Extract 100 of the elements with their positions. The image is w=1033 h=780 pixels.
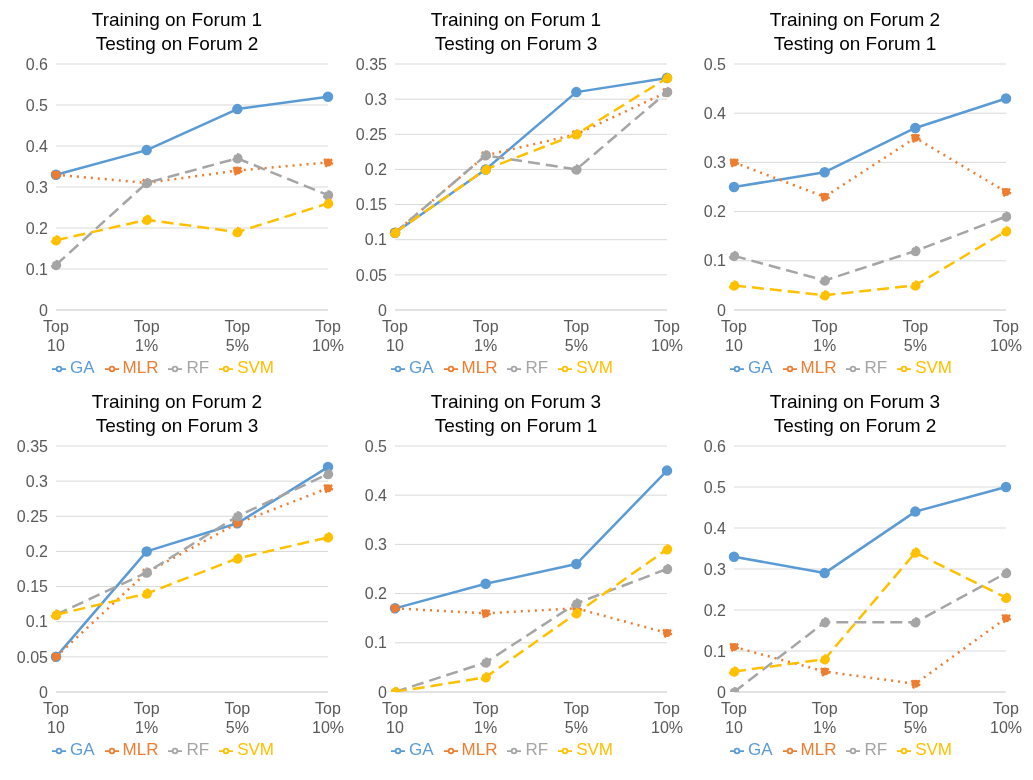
- legend-label: RF: [864, 358, 888, 377]
- x-tick-label: Top 1%: [472, 318, 499, 354]
- y-tick-label: 0.15: [355, 196, 388, 214]
- legend-label: MLR: [461, 358, 498, 377]
- y-tick-label: 0.1: [364, 231, 388, 249]
- x-tick-label: Top 5%: [224, 318, 251, 354]
- y-tick-label: 0.3: [703, 560, 727, 578]
- y-tick-label: 0.25: [16, 507, 49, 525]
- y-tick-label: 0.25: [355, 125, 388, 143]
- legend-label: SVM: [915, 740, 952, 759]
- y-tick-label: 0.4: [364, 486, 388, 504]
- x-tick-label: Top 5%: [563, 318, 590, 354]
- legend-label: SVM: [576, 358, 613, 377]
- y-tick-label: 0.3: [703, 154, 727, 172]
- y-tick-label: 0.05: [16, 648, 49, 666]
- y-tick-label: 0.6: [25, 55, 49, 73]
- y-tick-label: 0.3: [25, 178, 49, 196]
- y-tick-label: 0.2: [364, 585, 388, 603]
- x-tick-label: Top 1%: [472, 700, 499, 736]
- legend-label: GA: [70, 358, 95, 377]
- x-tick-label: Top 10: [43, 318, 69, 354]
- legend-label: MLR: [122, 740, 159, 759]
- y-tick-label: 0.2: [25, 543, 49, 561]
- legend-label: MLR: [461, 740, 498, 759]
- x-tick-label: Top 5%: [563, 700, 590, 736]
- y-tick-label: 0.2: [703, 203, 727, 221]
- x-tick-label: Top 10%: [989, 700, 1023, 736]
- chart-subtitle: Testing on Forum 2: [772, 414, 938, 438]
- y-tick-label: 0.1: [25, 260, 49, 278]
- y-tick-label: 0.5: [364, 437, 388, 455]
- legend-label: SVM: [237, 358, 274, 377]
- x-tick-label: Top 10%: [650, 318, 684, 354]
- y-tick-label: 0.1: [364, 634, 388, 652]
- x-tick-label: Top 10: [721, 318, 747, 354]
- chart-title: Training on Forum 3: [429, 390, 603, 414]
- y-tick-label: 0.35: [355, 55, 388, 73]
- x-tick-label: Top 1%: [811, 700, 838, 736]
- chart-title: Training on Forum 2: [768, 8, 942, 32]
- x-tick-label: Top 10: [382, 318, 408, 354]
- legend-label: RF: [525, 740, 549, 759]
- y-tick-label: 0.3: [25, 472, 49, 490]
- legend-label: GA: [409, 740, 434, 759]
- legend-label: GA: [409, 358, 434, 377]
- y-tick-label: 0.1: [703, 642, 727, 660]
- chart-subtitle: Testing on Forum 1: [433, 414, 599, 438]
- x-tick-label: Top 10%: [650, 700, 684, 736]
- x-tick-label: Top 10: [43, 700, 69, 736]
- y-tick-label: 0.1: [25, 613, 49, 631]
- y-tick-label: 0: [39, 683, 49, 701]
- legend-label: SVM: [237, 740, 274, 759]
- chart-subtitle: Testing on Forum 3: [94, 414, 260, 438]
- x-tick-label: Top 10%: [311, 700, 345, 736]
- chart-subtitle: Testing on Forum 2: [94, 32, 260, 56]
- y-tick-label: 0: [717, 301, 727, 319]
- legend-label: MLR: [122, 358, 159, 377]
- chart-subtitle: Testing on Forum 3: [433, 32, 599, 56]
- y-tick-label: 0.5: [25, 96, 49, 114]
- y-tick-label: 0: [39, 301, 49, 319]
- y-tick-label: 0.35: [16, 437, 49, 455]
- x-tick-label: Top 10%: [311, 318, 345, 354]
- x-tick-label: Top 10: [721, 700, 747, 736]
- x-tick-label: Top 1%: [133, 318, 160, 354]
- y-tick-label: 0.3: [364, 90, 388, 108]
- chart-subtitle: Testing on Forum 1: [772, 32, 938, 56]
- y-tick-label: 0.2: [364, 161, 388, 179]
- y-tick-label: 0.2: [25, 219, 49, 237]
- y-tick-label: 0: [378, 683, 388, 701]
- y-tick-label: 0.1: [703, 252, 727, 270]
- legend-label: RF: [864, 740, 888, 759]
- y-tick-label: 0.4: [703, 519, 727, 537]
- legend-label: MLR: [800, 358, 837, 377]
- legend-label: GA: [748, 740, 773, 759]
- legend-label: RF: [186, 740, 210, 759]
- legend-label: RF: [186, 358, 210, 377]
- legend-label: GA: [748, 358, 773, 377]
- legend-label: GA: [70, 740, 95, 759]
- y-tick-label: 0.15: [16, 578, 49, 596]
- y-tick-label: 0.5: [703, 478, 727, 496]
- y-tick-label: 0: [717, 683, 727, 701]
- legend-label: SVM: [915, 358, 952, 377]
- x-tick-label: Top 5%: [902, 700, 929, 736]
- legend-label: MLR: [800, 740, 837, 759]
- y-tick-label: 0.4: [25, 137, 49, 155]
- chart-title: Training on Forum 2: [90, 390, 264, 414]
- x-tick-label: Top 1%: [811, 318, 838, 354]
- chart-title: Training on Forum 3: [768, 390, 942, 414]
- y-tick-label: 0: [378, 301, 388, 319]
- y-tick-label: 0.2: [703, 601, 727, 619]
- x-tick-label: Top 10%: [989, 318, 1023, 354]
- chart-title: Training on Forum 1: [90, 8, 264, 32]
- x-tick-label: Top 10: [382, 700, 408, 736]
- y-tick-label: 0.4: [703, 104, 727, 122]
- y-tick-label: 0.5: [703, 55, 727, 73]
- x-tick-label: Top 5%: [902, 318, 929, 354]
- legend-label: RF: [525, 358, 549, 377]
- y-tick-label: 0.6: [703, 437, 727, 455]
- y-tick-label: 0.3: [364, 536, 388, 554]
- chart-title: Training on Forum 1: [429, 8, 603, 32]
- y-tick-label: 0.05: [355, 266, 388, 284]
- legend-label: SVM: [576, 740, 613, 759]
